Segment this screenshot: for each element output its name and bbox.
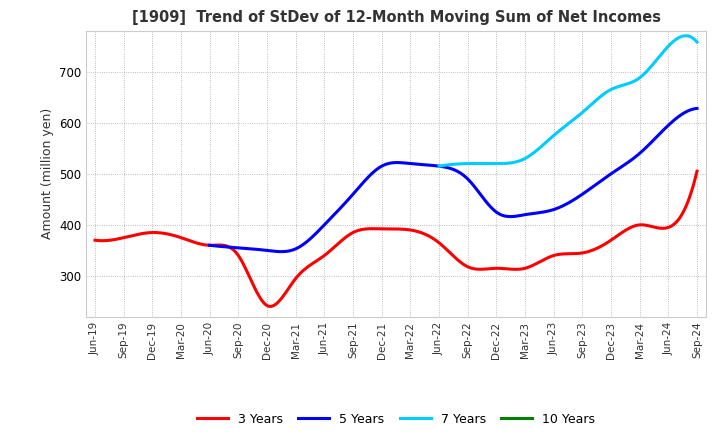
7 Years — [436, 163, 444, 169]
5 Years — [207, 243, 215, 248]
3 Years — [266, 304, 274, 309]
5 Years — [277, 249, 286, 254]
5 Years — [649, 138, 657, 143]
7 Years — [588, 101, 597, 106]
3 Years — [451, 255, 459, 260]
Line: 5 Years: 5 Years — [210, 108, 697, 252]
3 Years — [600, 242, 608, 247]
3 Years — [91, 238, 99, 243]
5 Years — [205, 242, 214, 248]
5 Years — [618, 164, 626, 169]
Y-axis label: Amount (million yen): Amount (million yen) — [41, 108, 54, 239]
3 Years — [449, 253, 458, 259]
5 Years — [497, 213, 505, 218]
Title: [1909]  Trend of StDev of 12-Month Moving Sum of Net Incomes: [1909] Trend of StDev of 12-Month Moving… — [132, 11, 660, 26]
3 Years — [693, 169, 701, 174]
7 Years — [588, 102, 596, 107]
7 Years — [435, 164, 444, 169]
Line: 3 Years: 3 Years — [95, 171, 697, 306]
Legend: 3 Years, 5 Years, 7 Years, 10 Years: 3 Years, 5 Years, 7 Years, 10 Years — [192, 408, 600, 431]
3 Years — [639, 222, 647, 227]
5 Years — [693, 106, 701, 111]
7 Years — [668, 39, 677, 44]
Line: 7 Years: 7 Years — [439, 36, 697, 166]
5 Years — [505, 214, 514, 219]
3 Years — [461, 263, 469, 268]
3 Years — [93, 238, 102, 243]
7 Years — [693, 40, 701, 45]
7 Years — [681, 33, 690, 38]
5 Years — [495, 212, 504, 217]
7 Years — [652, 57, 661, 62]
7 Years — [593, 97, 601, 102]
